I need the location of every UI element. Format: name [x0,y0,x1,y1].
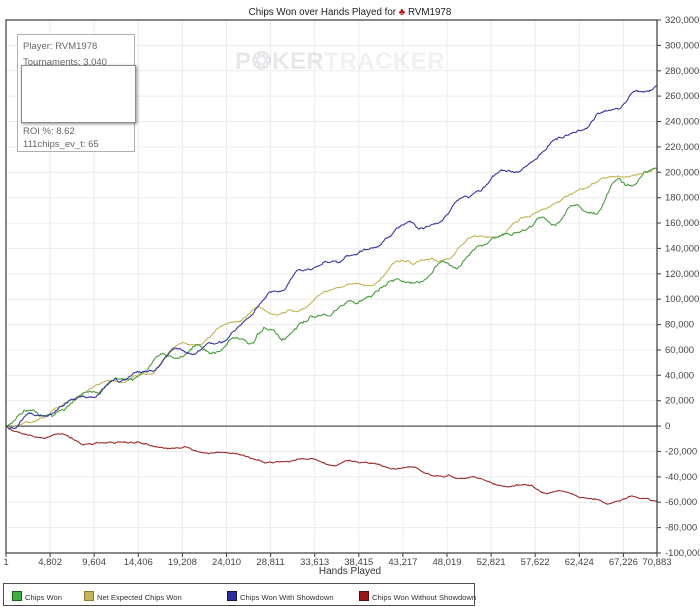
svg-text:220,000: 220,000 [665,142,699,153]
svg-text:100,000: 100,000 [665,294,699,305]
svg-text:300,000: 300,000 [665,40,699,51]
svg-text:260,000: 260,000 [665,91,699,102]
svg-text:160,000: 160,000 [665,218,699,229]
svg-text:20,000: 20,000 [665,396,694,407]
svg-text:200,000: 200,000 [665,167,699,178]
svg-text:140,000: 140,000 [665,243,699,254]
svg-text:0: 0 [665,421,670,432]
svg-text:60,000: 60,000 [665,345,694,356]
svg-text:280,000: 280,000 [665,66,699,77]
svg-text:-20,000: -20,000 [665,447,697,458]
svg-text:-40,000: -40,000 [665,472,697,483]
svg-text:120,000: 120,000 [665,269,699,280]
svg-text:-80,000: -80,000 [665,523,697,534]
svg-text:240,000: 240,000 [665,117,699,128]
svg-text:40,000: 40,000 [665,370,694,381]
svg-text:-60,000: -60,000 [665,497,697,508]
svg-text:80,000: 80,000 [665,320,694,331]
svg-text:180,000: 180,000 [665,193,699,204]
